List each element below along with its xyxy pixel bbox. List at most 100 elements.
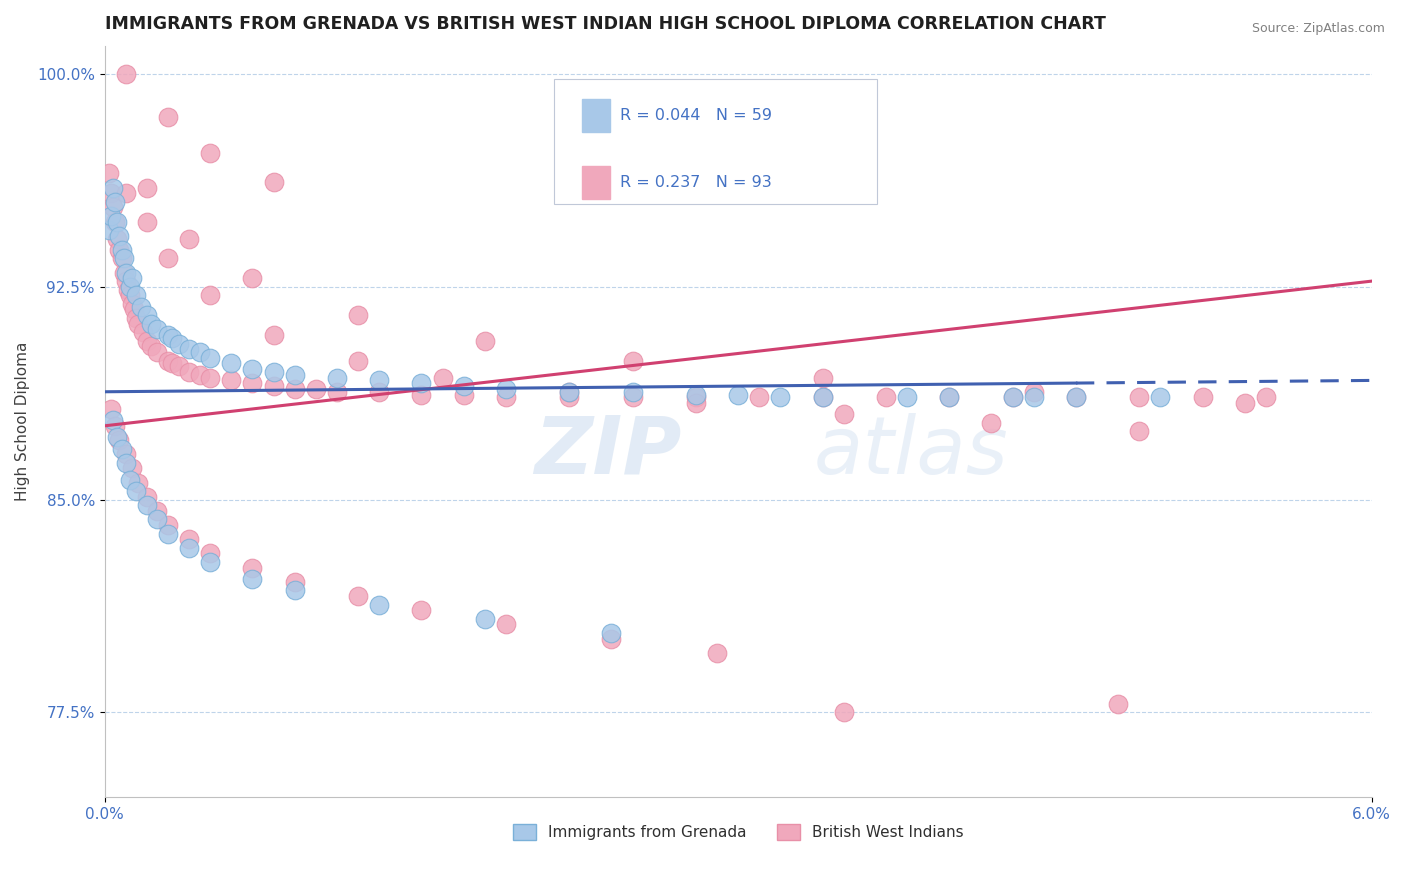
Point: [474, 334, 496, 348]
Point: [131, 325, 153, 339]
Point: [101, 180, 124, 194]
Point: [146, 512, 169, 526]
Point: [558, 384, 581, 399]
Point: [411, 376, 433, 391]
Point: [685, 387, 707, 401]
FancyBboxPatch shape: [582, 99, 610, 132]
Point: [305, 382, 328, 396]
Point: [600, 626, 623, 640]
Point: [453, 387, 475, 401]
Point: [326, 370, 349, 384]
Point: [100, 186, 122, 201]
Point: [117, 283, 139, 297]
Point: [139, 317, 162, 331]
Point: [160, 356, 183, 370]
Point: [135, 498, 157, 512]
Point: [118, 288, 141, 302]
Point: [558, 384, 581, 399]
Point: [769, 391, 792, 405]
Point: [347, 589, 370, 603]
Point: [127, 475, 149, 490]
Point: [495, 617, 517, 632]
Point: [368, 598, 391, 612]
Point: [114, 274, 136, 288]
Point: [1001, 391, 1024, 405]
Point: [100, 401, 122, 416]
Point: [179, 342, 201, 356]
Point: [242, 271, 264, 285]
Point: [1254, 391, 1277, 405]
Point: [104, 214, 127, 228]
Point: [811, 391, 834, 405]
Point: [108, 243, 131, 257]
Point: [1001, 391, 1024, 405]
Point: [104, 418, 127, 433]
Point: [200, 351, 222, 365]
Text: ZIP: ZIP: [534, 413, 681, 491]
Point: [284, 368, 307, 382]
Point: [1064, 391, 1087, 405]
Text: atlas: atlas: [814, 413, 1010, 491]
Point: [101, 413, 124, 427]
Point: [135, 214, 157, 228]
Point: [112, 252, 135, 266]
Point: [146, 345, 169, 359]
Point: [108, 433, 131, 447]
Point: [105, 430, 128, 444]
Text: R = 0.044   N = 59: R = 0.044 N = 59: [620, 108, 772, 123]
Point: [135, 308, 157, 322]
Point: [1128, 425, 1150, 439]
Point: [200, 370, 222, 384]
Point: [432, 370, 454, 384]
Point: [156, 353, 179, 368]
Point: [114, 447, 136, 461]
Point: [127, 317, 149, 331]
Point: [179, 541, 201, 555]
Point: [1128, 391, 1150, 405]
Point: [1191, 391, 1213, 405]
Point: [284, 583, 307, 598]
Point: [263, 365, 285, 379]
Point: [221, 373, 243, 387]
Point: [179, 533, 201, 547]
Point: [188, 368, 211, 382]
Point: [156, 328, 179, 343]
Point: [156, 518, 179, 533]
Point: [118, 473, 141, 487]
Point: [1107, 697, 1129, 711]
Point: [495, 382, 517, 396]
Point: [685, 391, 707, 405]
Point: [242, 572, 264, 586]
Point: [832, 706, 855, 720]
Point: [347, 308, 370, 322]
Point: [621, 353, 644, 368]
Point: [221, 356, 243, 370]
Point: [1022, 384, 1045, 399]
Point: [105, 214, 128, 228]
Point: [156, 526, 179, 541]
Point: [156, 252, 179, 266]
Point: [748, 391, 770, 405]
Point: [1233, 396, 1256, 410]
Point: [558, 391, 581, 405]
Point: [875, 391, 897, 405]
Point: [114, 266, 136, 280]
Point: [368, 373, 391, 387]
Point: [811, 370, 834, 384]
Point: [118, 280, 141, 294]
Point: [112, 266, 135, 280]
Point: [495, 391, 517, 405]
Point: [938, 391, 960, 405]
Point: [1022, 391, 1045, 405]
Point: [474, 612, 496, 626]
Point: [167, 359, 190, 374]
Point: [156, 110, 179, 124]
Point: [135, 180, 157, 194]
Point: [411, 387, 433, 401]
Point: [114, 456, 136, 470]
Text: IMMIGRANTS FROM GRENADA VS BRITISH WEST INDIAN HIGH SCHOOL DIPLOMA CORRELATION C: IMMIGRANTS FROM GRENADA VS BRITISH WEST …: [104, 15, 1105, 33]
Point: [114, 67, 136, 81]
Text: R = 0.237   N = 93: R = 0.237 N = 93: [620, 175, 772, 190]
Text: Source: ZipAtlas.com: Source: ZipAtlas.com: [1251, 22, 1385, 36]
Point: [200, 546, 222, 560]
